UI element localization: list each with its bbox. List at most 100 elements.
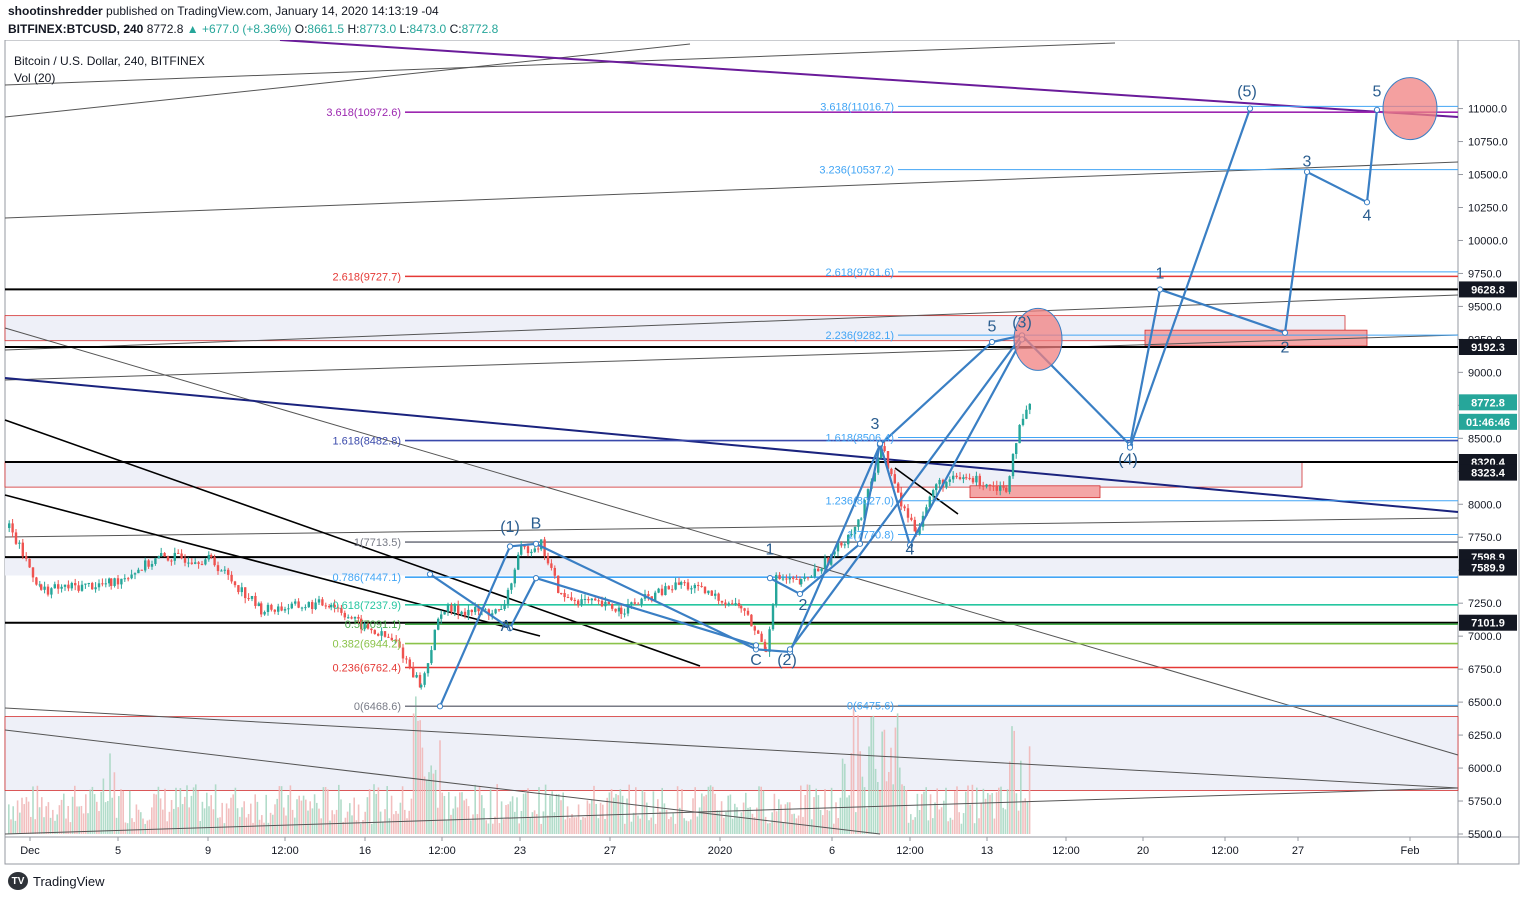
candle-body xyxy=(14,532,18,544)
volume-bar xyxy=(511,796,514,834)
candle-body xyxy=(753,626,756,631)
candle-body xyxy=(450,605,453,612)
volume-bar xyxy=(1024,798,1026,834)
x-tick-label: 16 xyxy=(359,845,371,857)
candle-body xyxy=(398,641,401,648)
candle-body xyxy=(401,647,405,659)
candle-body xyxy=(506,589,510,604)
price-badge xyxy=(1459,464,1517,481)
volume-bar xyxy=(850,753,853,834)
volume-bar xyxy=(815,788,817,834)
volume-bar xyxy=(327,789,329,834)
volume-bar xyxy=(426,780,428,834)
volume-bar xyxy=(472,814,474,834)
candle-body xyxy=(210,554,213,558)
candle-body xyxy=(573,599,576,601)
x-tick-label: 5 xyxy=(115,845,121,857)
x-tick-label: 2020 xyxy=(708,845,732,857)
volume-bar xyxy=(318,808,320,834)
volume-bar xyxy=(272,814,274,834)
volume-bar xyxy=(569,818,571,834)
candle-body xyxy=(287,608,290,610)
volume-bar xyxy=(115,817,118,834)
volume-bar xyxy=(659,811,661,834)
candle-body xyxy=(330,604,333,608)
up-arrow-icon: ▲ xyxy=(186,22,199,36)
candle-body xyxy=(154,558,157,565)
volume-bar xyxy=(890,747,892,834)
volume-bar xyxy=(41,797,43,834)
volume-bar xyxy=(643,791,646,834)
wave-label: 2 xyxy=(1281,340,1290,357)
wave-label: (2) xyxy=(777,652,797,669)
y-tick-label: 10000.0 xyxy=(1468,235,1508,247)
trendline xyxy=(4,494,541,637)
volume-bar xyxy=(239,816,241,834)
volume-bar xyxy=(786,802,789,834)
volume-bar xyxy=(322,787,325,834)
volume-bar xyxy=(822,815,824,834)
candle-body xyxy=(823,557,827,570)
volume-bar xyxy=(674,823,677,834)
candle-body xyxy=(443,611,446,615)
candle-body xyxy=(257,603,260,606)
candle-body xyxy=(324,605,327,607)
volume-bar xyxy=(485,820,487,834)
wave-label: 4 xyxy=(906,541,915,558)
volume-bar xyxy=(943,800,945,834)
candle-body xyxy=(227,569,230,575)
volume-bar xyxy=(100,791,102,834)
volume-bar xyxy=(910,814,912,834)
candle-body xyxy=(63,584,67,587)
volume-bar xyxy=(555,793,558,834)
candle-body xyxy=(918,526,921,534)
candle-body xyxy=(510,583,513,590)
y-tick-label: 11000.0 xyxy=(1468,104,1507,116)
candle-body xyxy=(11,523,14,533)
volume-bar xyxy=(371,823,373,834)
candle-body xyxy=(28,558,31,568)
candle-body xyxy=(440,614,443,619)
levels-layer xyxy=(5,105,1458,708)
volume-bar xyxy=(228,808,230,834)
volume-bar xyxy=(907,822,910,834)
candle-body xyxy=(187,562,190,564)
wave-pivot xyxy=(532,540,540,547)
wave-label: (1) xyxy=(500,519,520,536)
volume-bar xyxy=(195,784,197,834)
volume-bar xyxy=(267,822,270,834)
volume-bar xyxy=(320,818,322,834)
candle-body xyxy=(317,599,321,603)
candle-body xyxy=(194,562,197,564)
wave-pivot xyxy=(988,338,996,346)
volume-bar xyxy=(140,812,142,834)
tradingview-logo[interactable]: TV TradingView xyxy=(8,872,105,890)
wave-pivot xyxy=(796,590,804,598)
publisher-name[interactable]: shootinshredder xyxy=(8,4,103,18)
x-tick-label: 27 xyxy=(604,845,616,857)
volume-bar xyxy=(395,810,397,834)
volume-bar xyxy=(432,773,435,834)
volume-bar xyxy=(520,810,523,834)
fib-label: 0.236(6762.4) xyxy=(333,662,402,674)
candle-body xyxy=(333,604,336,608)
candle-body xyxy=(560,592,563,594)
candle-body xyxy=(220,570,223,572)
candle-body xyxy=(674,582,677,590)
volume-bar xyxy=(740,812,743,834)
volume-bar xyxy=(608,792,611,834)
candle-body xyxy=(230,574,233,582)
volume-bar xyxy=(720,801,723,834)
volume-bar xyxy=(747,807,749,834)
candle-body xyxy=(623,613,626,615)
candle-body xyxy=(405,658,408,660)
volume-bar xyxy=(751,813,754,834)
volume-bar xyxy=(835,802,837,834)
volume-bar xyxy=(252,822,254,834)
volume-bar xyxy=(362,820,364,834)
volume-bar xyxy=(360,823,362,834)
volume-bar xyxy=(335,809,338,834)
price-chart[interactable]: 3.618(10972.6) 2.618(9727.7) 1.618(8482.8)… xyxy=(0,40,1523,866)
candle-body xyxy=(817,568,820,572)
candle-body xyxy=(144,560,147,571)
